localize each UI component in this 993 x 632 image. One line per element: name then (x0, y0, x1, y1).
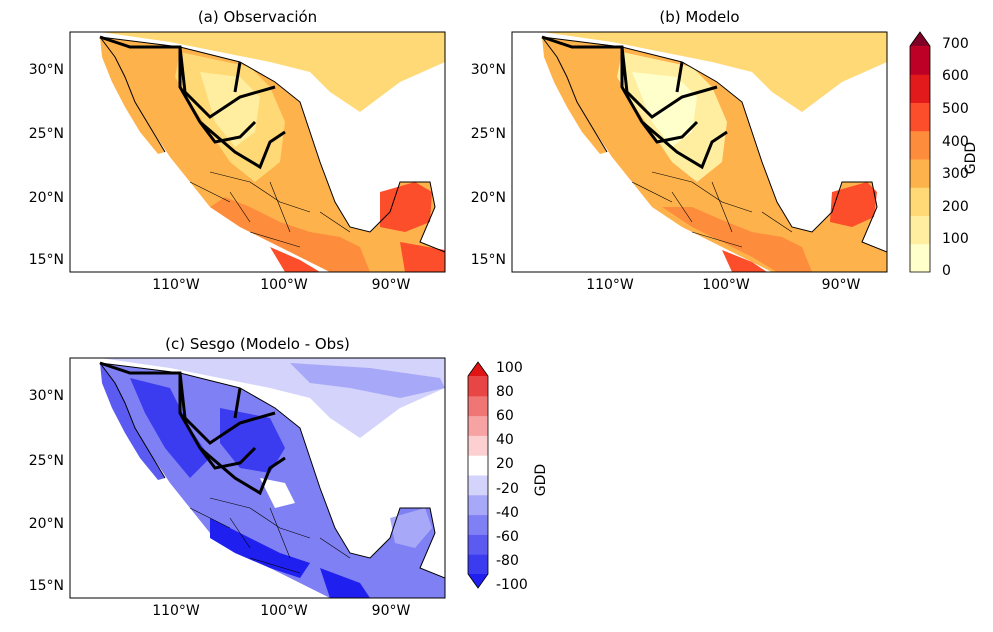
bias-tick-60: 60 (496, 408, 514, 424)
bias-tick-minus60: -60 (496, 529, 519, 545)
gdd-tick-200: 200 (942, 199, 969, 215)
usa-land (70, 32, 445, 112)
panel-a-lon-110: 110°W (152, 277, 200, 293)
colorbar-segment (910, 243, 930, 273)
panel-a-title: (a) Observación (197, 8, 318, 26)
colorbar-segment (910, 215, 930, 245)
panel-c-title: (c) Sesgo (Modelo - Obs) (165, 335, 350, 353)
gdd-tick-300: 300 (942, 166, 969, 182)
gdd-tick-600: 600 (942, 68, 969, 84)
panel-c-lat-25: 25°N (28, 453, 64, 469)
panel-c-lat-20: 20°N (28, 516, 64, 532)
panel-a-lat-30: 30°N (28, 62, 64, 78)
panel-c-lat-30: 30°N (28, 388, 64, 404)
panel-a-map (69, 31, 446, 273)
panel-b-lon-100: 100°W (702, 277, 750, 293)
colorbar-segment (910, 102, 930, 132)
colorbar-outline (467, 361, 489, 589)
colorbar-segment (910, 159, 930, 188)
colorbar-extend-high (468, 362, 488, 376)
colorbar-segment (468, 534, 488, 555)
colorbar-segment (468, 415, 488, 436)
bias-tick-minus80: -80 (496, 553, 519, 569)
colorbar-outline (909, 31, 931, 273)
gdd-colorbar-label: GDD (963, 141, 980, 175)
gdd-tick-400: 400 (942, 134, 969, 150)
panel-b-lat-25: 25°N (470, 126, 506, 142)
bias-tick-100: 100 (496, 360, 523, 376)
bias-tick-80: 80 (496, 384, 514, 400)
northern-state-borders (99, 35, 286, 170)
colorbar-segment (468, 475, 488, 496)
panel-a-lat-20: 20°N (28, 190, 64, 206)
colorbar-segment (910, 187, 930, 216)
panel-b-map (511, 31, 888, 273)
colorbar-segment (468, 395, 488, 417)
baja-california (100, 37, 165, 154)
colorbar-segment (468, 514, 488, 535)
colorbar-segment (910, 130, 930, 160)
colorbar-segment (910, 46, 930, 75)
panel-a-lon-90: 90°W (371, 277, 411, 293)
bias-colorbar-label: GDD (533, 463, 550, 497)
colorbar-segment (910, 74, 930, 103)
panel-b-lat-20: 20°N (470, 190, 506, 206)
colorbar-segment (468, 455, 488, 476)
panel-a-lat-25: 25°N (28, 126, 64, 142)
gdd-colorbar (909, 31, 931, 273)
gdd-tick-100: 100 (942, 231, 969, 247)
colorbar-segment (468, 435, 488, 456)
gdd-tick-700: 700 (942, 36, 969, 52)
panel-c-lon-100: 100°W (260, 603, 308, 619)
colorbar-segment (468, 494, 488, 516)
colorbar-segment (468, 554, 488, 575)
panel-c-lat-15: 15°N (28, 578, 64, 594)
panel-c-map (69, 357, 446, 599)
colorbar-extend-high (910, 32, 930, 46)
bias-tick-40: 40 (496, 432, 514, 448)
bias-tick-minus20: -20 (496, 481, 519, 497)
panel-c-lon-110: 110°W (152, 603, 200, 619)
panel-b-lat-30: 30°N (470, 62, 506, 78)
bias-tick-minus100: -100 (496, 577, 528, 593)
panel-b-lon-90: 90°W (821, 277, 861, 293)
colorbar-extend-low (468, 574, 488, 588)
panel-a-lat-15: 15°N (28, 252, 64, 268)
gdd-tick-0: 0 (942, 263, 951, 279)
bias-tick-20: 20 (496, 456, 514, 472)
panel-b-title: (b) Modelo (659, 8, 740, 26)
panel-b-lon-110: 110°W (586, 277, 634, 293)
gdd-tick-500: 500 (942, 101, 969, 117)
colorbar-segment (468, 376, 488, 397)
bias-colorbar (467, 361, 489, 589)
panel-c-lon-90: 90°W (371, 603, 411, 619)
panel-a-lon-100: 100°W (260, 277, 308, 293)
panel-b-lat-15: 15°N (470, 252, 506, 268)
bias-tick-minus40: -40 (496, 505, 519, 521)
